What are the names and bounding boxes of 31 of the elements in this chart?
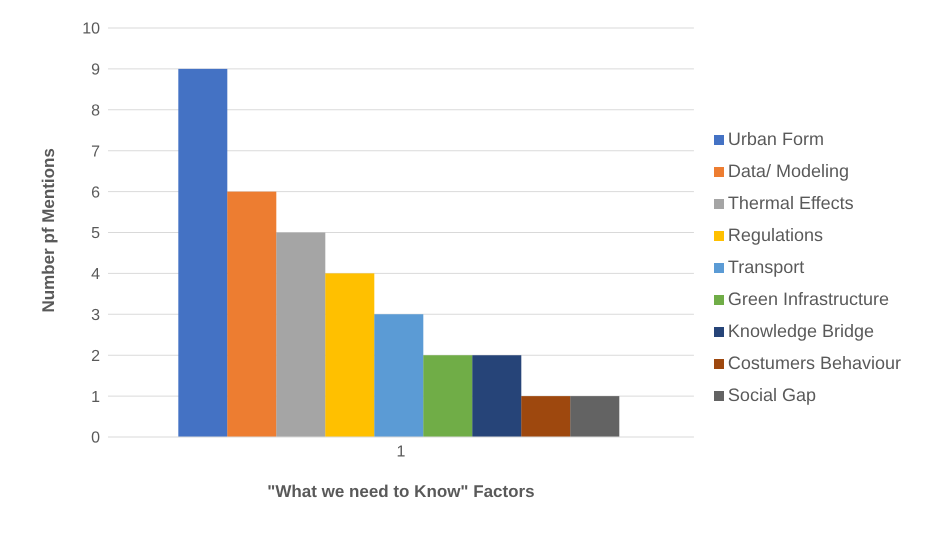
legend-label: Social Gap	[728, 384, 816, 404]
y-tick-label: 7	[91, 143, 100, 160]
y-tick-label: 5	[91, 225, 100, 242]
y-tick-label: 4	[91, 266, 100, 284]
bar	[178, 68, 228, 437]
bar	[472, 355, 522, 437]
y-axis-title: Number pf Mentions	[39, 148, 58, 312]
legend-label: Regulations	[728, 224, 823, 244]
bar	[374, 314, 424, 437]
bar	[276, 232, 326, 437]
legend-label: Thermal Effects	[728, 192, 854, 212]
y-tick-label: 8	[91, 102, 100, 120]
legend-label: Urban Form	[728, 128, 824, 148]
y-tick-label: 3	[91, 306, 100, 324]
y-tick-label: 10	[82, 20, 100, 38]
y-tick-label: 1	[91, 388, 100, 406]
y-tick-label: 6	[91, 184, 100, 202]
bar	[423, 355, 472, 437]
bar	[227, 192, 276, 437]
y-tick-label: 2	[91, 348, 100, 365]
y-tick-label: 9	[91, 62, 100, 79]
legend-label: Transport	[728, 256, 804, 276]
legend-label: Data/ Modeling	[728, 160, 849, 180]
y-tick-label: 0	[91, 430, 100, 447]
legend-label: Green Infrastructure	[728, 288, 889, 308]
legend-label: Knowledge Bridge	[728, 320, 874, 340]
bar	[521, 396, 570, 437]
legend-label: Costumers Behaviour	[728, 352, 901, 372]
bar	[570, 396, 620, 437]
bar	[325, 273, 374, 437]
x-axis-title: "What we need to Know" Factors	[267, 482, 535, 501]
